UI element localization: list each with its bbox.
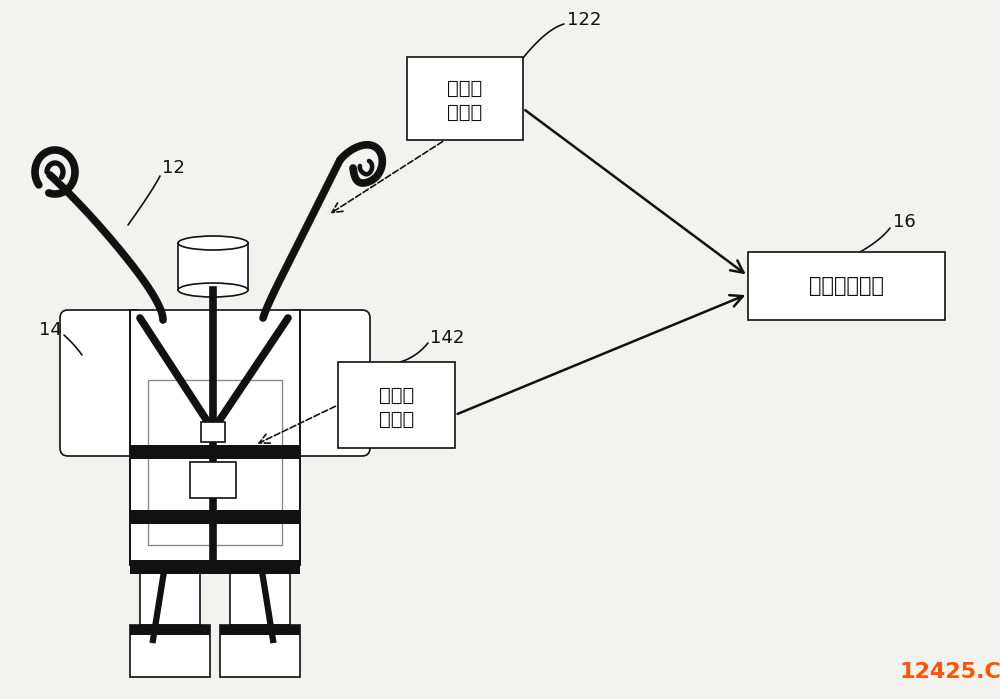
Bar [178,243,248,290]
Bar [338,362,455,448]
FancyBboxPatch shape [286,310,370,456]
Bar [130,625,210,677]
Text: 12425.CN: 12425.CN [900,662,1000,682]
Ellipse shape [178,236,248,250]
Text: 第二定: 第二定 [379,386,414,405]
Text: 122: 122 [567,11,601,29]
Bar [201,422,225,442]
Text: 安全检测设备: 安全检测设备 [809,276,884,296]
Bar [230,565,290,625]
Bar [130,625,210,635]
Text: 14: 14 [39,321,62,339]
Text: 第一定: 第一定 [447,79,483,98]
Bar [148,380,282,545]
FancyBboxPatch shape [60,310,144,456]
Bar [220,625,300,635]
Bar [130,310,300,565]
Bar [130,445,300,459]
Ellipse shape [178,283,248,297]
Bar [140,565,200,625]
Bar [130,510,300,524]
Text: 12: 12 [162,159,185,177]
Text: 16: 16 [893,213,916,231]
Bar [407,57,523,140]
Text: 位装置: 位装置 [447,103,483,122]
Bar [220,625,300,677]
Bar [748,252,945,320]
Text: 142: 142 [430,329,464,347]
Bar [190,462,236,498]
Bar [130,560,300,574]
Text: 位装置: 位装置 [379,410,414,428]
